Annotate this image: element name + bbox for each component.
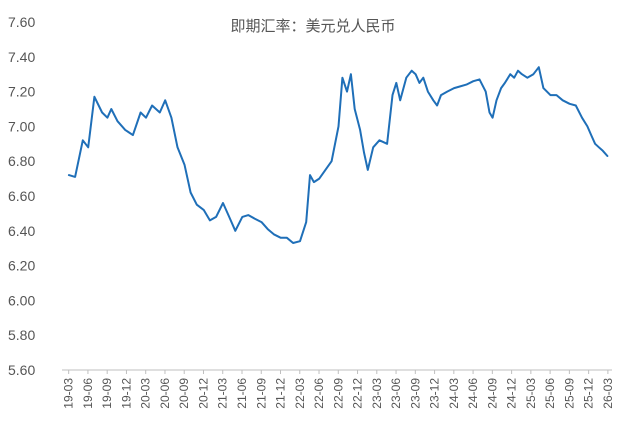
- x-tick-label: 23-06: [389, 378, 403, 409]
- y-tick-label: 6.20: [8, 258, 35, 274]
- series-group: [67, 66, 609, 244]
- y-tick-label: 6.40: [8, 223, 35, 239]
- series-line-0: [67, 66, 609, 244]
- x-tick-label: 25-06: [543, 378, 557, 409]
- x-tick-label: 21-12: [274, 378, 288, 409]
- x-tick-label: 21-06: [235, 378, 249, 409]
- x-tick-label: 20-03: [139, 378, 153, 409]
- chart-title: 即期汇率：美元兑人民币: [230, 17, 395, 35]
- x-tick-label: 25-09: [562, 378, 576, 409]
- x-tick-label: 20-09: [177, 378, 191, 409]
- x-tick-label: 23-12: [428, 378, 442, 409]
- x-tick-label: 19-09: [100, 378, 114, 409]
- x-tick-label: 19-06: [81, 378, 95, 409]
- x-tick-label: 24-03: [447, 378, 461, 409]
- y-tick-label: 6.60: [8, 188, 35, 204]
- x-tick-label: 19-03: [62, 378, 76, 409]
- y-tick-label: 7.20: [8, 84, 35, 100]
- x-axis-ticks: 19-03 19-06 19-09 19-12 20-03 20-06 20-09 20-12…: [62, 370, 615, 409]
- x-tick-label: 23-03: [370, 378, 384, 409]
- y-tick-label: 7.60: [8, 14, 35, 30]
- x-tick-label: 25-03: [524, 378, 538, 409]
- x-tick-label: 24-09: [485, 378, 499, 409]
- y-tick-label: 6.80: [8, 153, 35, 169]
- x-tick-label: 22-06: [312, 378, 326, 409]
- x-tick-label: 19-12: [119, 378, 133, 409]
- y-tick-label: 7.40: [8, 49, 35, 65]
- x-tick-label: 26-03: [601, 378, 615, 409]
- y-tick-label: 6.00: [8, 292, 35, 308]
- x-tick-label: 24-06: [466, 378, 480, 409]
- x-tick-label: 20-06: [158, 378, 172, 409]
- x-tick-label: 24-12: [505, 378, 519, 409]
- x-tick-label: 20-12: [196, 378, 210, 409]
- x-tick-label: 22-09: [331, 378, 345, 409]
- x-tick-label: 23-09: [408, 378, 422, 409]
- y-tick-label: 7.00: [8, 118, 35, 134]
- y-tick-label: 5.60: [8, 362, 35, 378]
- y-axis-ticks: 5.60 5.80 6.00 6.20 6.40 6.60 6.80 7.00 7.20 7.40…: [8, 14, 35, 378]
- y-tick-label: 5.80: [8, 327, 35, 343]
- x-tick-label: 21-03: [216, 378, 230, 409]
- x-tick-label: 25-12: [582, 378, 596, 409]
- x-tick-label: 22-03: [293, 378, 307, 409]
- x-tick-label: 22-12: [351, 378, 365, 409]
- x-tick-label: 21-09: [254, 378, 268, 409]
